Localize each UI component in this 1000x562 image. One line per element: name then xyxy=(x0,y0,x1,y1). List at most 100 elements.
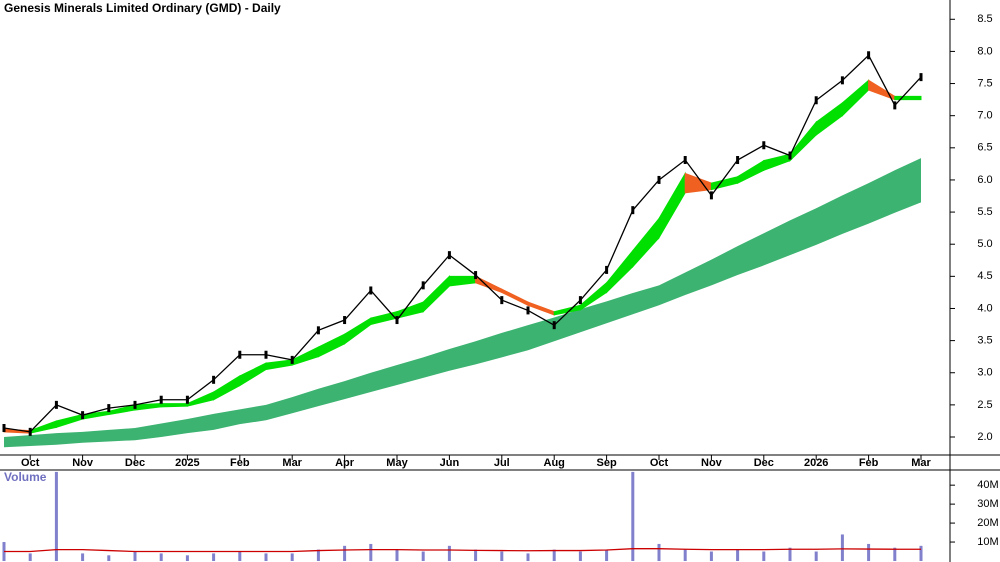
price-point xyxy=(107,404,111,413)
price-point xyxy=(762,141,766,150)
volume-bar xyxy=(474,549,478,561)
volume-bar xyxy=(290,553,294,561)
volume-bar xyxy=(526,553,530,561)
y-tick-label: 5.5 xyxy=(977,206,992,218)
volume-title: Volume xyxy=(4,470,47,484)
price-point xyxy=(709,191,713,200)
price-point xyxy=(159,395,163,404)
x-tick-label: May xyxy=(386,457,408,469)
price-point xyxy=(631,206,635,215)
volume-bar xyxy=(605,549,609,561)
price-point xyxy=(840,76,844,85)
price-point xyxy=(421,281,425,290)
volume-bar xyxy=(657,543,661,561)
volume-bar xyxy=(788,547,792,561)
volume-bar xyxy=(867,543,871,561)
x-tick-label: 2026 xyxy=(804,457,828,469)
x-tick-label: Aug xyxy=(544,457,565,469)
volume-bar xyxy=(343,545,347,561)
price-point xyxy=(343,316,347,325)
price-point xyxy=(788,151,792,160)
volume-bar xyxy=(814,551,818,561)
price-point xyxy=(736,156,740,165)
chart-title: Genesis Minerals Limited Ordinary (GMD) … xyxy=(4,1,281,15)
volume-bar xyxy=(683,549,687,561)
price-point xyxy=(683,156,687,165)
price-point xyxy=(605,265,609,274)
price-point xyxy=(447,251,451,260)
y-tick-label: 20M xyxy=(977,517,998,529)
volume-bar xyxy=(159,553,163,561)
volume-bar xyxy=(107,555,111,561)
volume-bar xyxy=(500,551,504,561)
volume-bar xyxy=(736,549,740,561)
x-tick-label: 2025 xyxy=(175,457,199,469)
price-point xyxy=(814,96,818,105)
volume-bar xyxy=(54,471,58,561)
price-point xyxy=(2,424,6,433)
y-tick-label: 10M xyxy=(977,536,998,548)
x-tick-label: Nov xyxy=(72,457,94,469)
price-point xyxy=(28,427,32,436)
y-tick-label: 7.0 xyxy=(977,110,992,122)
price-point xyxy=(657,175,661,184)
price-point xyxy=(474,271,478,280)
y-tick-label: 8.5 xyxy=(977,13,992,25)
x-tick-label: Sep xyxy=(597,457,617,469)
y-tick-label: 2.5 xyxy=(977,399,992,411)
x-tick-label: Jun xyxy=(440,457,460,469)
volume-bar xyxy=(631,471,635,561)
x-tick-label: Jul xyxy=(494,457,510,469)
price-point xyxy=(290,355,294,364)
volume-bar xyxy=(762,551,766,561)
price-point xyxy=(526,306,530,315)
volume-bar xyxy=(840,534,844,561)
volume-bar xyxy=(185,555,189,561)
volume-bar xyxy=(395,549,399,561)
volume-bar xyxy=(552,549,556,561)
y-tick-label: 5.0 xyxy=(977,238,992,250)
x-tick-label: Oct xyxy=(21,457,40,469)
price-point xyxy=(500,296,504,305)
y-tick-label: 8.0 xyxy=(977,45,992,57)
x-tick-label: Dec xyxy=(754,457,774,469)
y-tick-label: 40M xyxy=(977,479,998,491)
volume-bar xyxy=(919,545,923,561)
y-tick-label: 6.0 xyxy=(977,174,992,186)
volume-bar xyxy=(369,543,373,561)
x-tick-label: Feb xyxy=(859,457,879,469)
y-tick-label: 3.0 xyxy=(977,367,992,379)
price-point xyxy=(133,400,137,409)
volume-bar xyxy=(238,551,242,561)
price-point xyxy=(369,286,373,295)
y-tick-label: 7.5 xyxy=(977,77,992,89)
x-tick-label: Oct xyxy=(650,457,669,469)
short-band-segment xyxy=(160,403,188,408)
price-point xyxy=(395,316,399,325)
price-point xyxy=(81,411,85,420)
volume-bar xyxy=(212,553,216,561)
price-point xyxy=(578,296,582,305)
volume-average xyxy=(4,548,921,553)
volume-bar xyxy=(578,551,582,561)
volume-bar xyxy=(28,553,32,561)
price-point xyxy=(185,395,189,404)
price-point xyxy=(893,101,897,110)
x-tick-label: Apr xyxy=(335,457,355,469)
y-tick-label: 2.0 xyxy=(977,431,992,443)
x-tick-label: Dec xyxy=(125,457,145,469)
price-point xyxy=(867,51,871,60)
price-line xyxy=(3,54,922,433)
x-tick-label: Mar xyxy=(911,457,931,469)
y-tick-label: 4.0 xyxy=(977,302,992,314)
price-point xyxy=(552,321,556,330)
volume-bar xyxy=(893,547,897,561)
price-point xyxy=(238,350,242,359)
y-tick-label: 3.5 xyxy=(977,335,992,347)
short-band-segment xyxy=(894,95,922,101)
price-point xyxy=(919,73,923,82)
x-tick-label: Mar xyxy=(282,457,302,469)
x-tick-label: Nov xyxy=(701,457,723,469)
